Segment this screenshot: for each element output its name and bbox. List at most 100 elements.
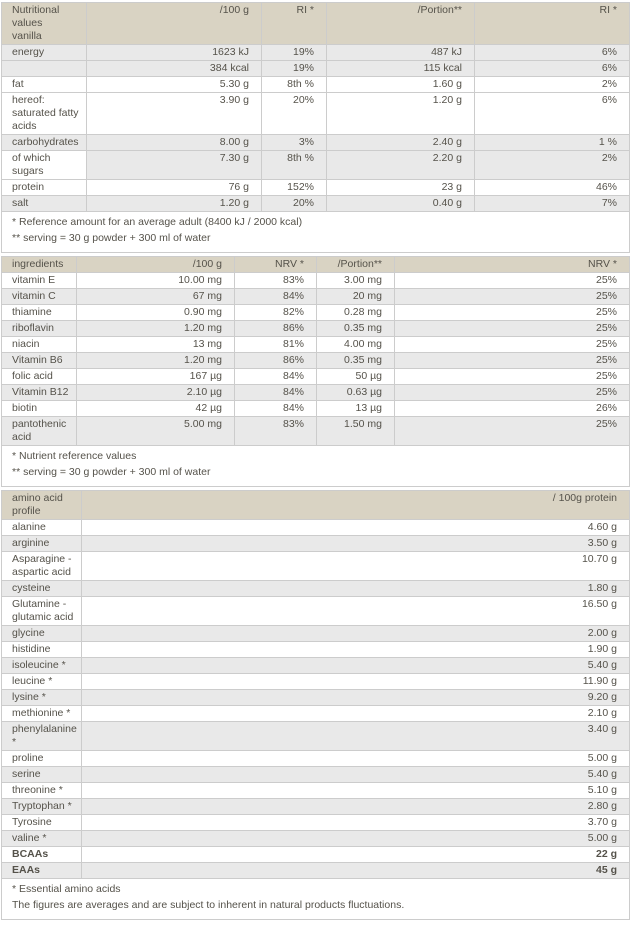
ingredients-table: ingredients/100 g NRV */Portion** NRV * vit…	[1, 256, 630, 487]
amino-acid-profile-table: amino acid profile/ 100g protein alanine 4…	[1, 490, 630, 920]
table-row: threonine * 5.10 g	[1, 782, 630, 799]
row-value: 1.60 g	[326, 76, 475, 93]
row-label: Tryptophan *	[1, 798, 82, 815]
table-row: pantothenic acid 5.00 mg 83% 1.50 mg 25%	[1, 416, 630, 446]
row-label: biotin	[1, 400, 77, 417]
row-value: 5.00 g	[81, 750, 630, 767]
table-title: amino acid profile	[1, 490, 82, 520]
row-value: 0.63 µg	[316, 384, 395, 401]
row-label: cysteine	[1, 580, 82, 597]
row-value: 2.80 g	[81, 798, 630, 815]
row-value: 0.90 mg	[76, 304, 235, 321]
row-value: 8.00 g	[86, 134, 262, 151]
column-header: /100 g	[86, 2, 262, 45]
table-row: isoleucine * 5.40 g	[1, 657, 630, 674]
row-value: 83%	[234, 272, 317, 289]
row-value: 4.00 mg	[316, 336, 395, 353]
row-value: 45 g	[81, 862, 630, 879]
row-value: 25%	[394, 288, 630, 305]
row-value: 0.35 mg	[316, 320, 395, 337]
row-value: 3.00 mg	[316, 272, 395, 289]
row-value: 0.40 g	[326, 195, 475, 212]
column-header: /Portion**	[316, 256, 395, 273]
table-title: Nutritional values vanilla	[1, 2, 87, 45]
row-value: 3.70 g	[81, 814, 630, 831]
row-label: glycine	[1, 625, 82, 642]
row-value: 25%	[394, 368, 630, 385]
row-value: 76 g	[86, 179, 262, 196]
row-value: 42 µg	[76, 400, 235, 417]
row-value: 9.20 g	[81, 689, 630, 706]
column-header: /Portion**	[326, 2, 475, 45]
row-label: fat	[1, 76, 87, 93]
footnote-line: * Nutrient reference values	[12, 450, 137, 462]
row-label: Tyrosine	[1, 814, 82, 831]
table-row: valine * 5.00 g	[1, 830, 630, 847]
row-value: 1623 kJ	[86, 44, 262, 61]
row-label: protein	[1, 179, 87, 196]
row-value: 25%	[394, 320, 630, 337]
table-row: cysteine 1.80 g	[1, 580, 630, 597]
table-row: Tyrosine 3.70 g	[1, 814, 630, 831]
row-value: 7.30 g	[86, 150, 262, 180]
row-label: BCAAs	[1, 846, 82, 863]
table-row: methionine * 2.10 g	[1, 705, 630, 722]
row-label: Vitamin B12	[1, 384, 77, 401]
table-row: phenylalanine * 3.40 g	[1, 721, 630, 751]
row-value: 20%	[261, 195, 327, 212]
row-value: 25%	[394, 336, 630, 353]
row-value: 7%	[474, 195, 630, 212]
row-value: 26%	[394, 400, 630, 417]
row-label: isoleucine *	[1, 657, 82, 674]
row-value: 86%	[234, 352, 317, 369]
table-row: BCAAs 22 g	[1, 846, 630, 863]
row-label: vitamin E	[1, 272, 77, 289]
table-row: Glutamine - glutamic acid 16.50 g	[1, 596, 630, 626]
table-title: ingredients	[1, 256, 77, 273]
table-row: protein 76 g 152% 23 g 46%	[1, 179, 630, 196]
row-value: 83%	[234, 416, 317, 446]
row-value: 10.70 g	[81, 551, 630, 581]
column-header: /100 g	[76, 256, 235, 273]
table-header-row: ingredients/100 g NRV */Portion** NRV *	[1, 256, 630, 273]
row-value: 2.10 g	[81, 705, 630, 722]
row-label: histidine	[1, 641, 82, 658]
footnotes: * Essential amino acids The figures are a…	[1, 878, 630, 920]
table-row: hereof: saturated fatty acids 3.90 g 20% 1.…	[1, 92, 630, 135]
row-value: 1.20 mg	[76, 352, 235, 369]
table-row: fat 5.30 g 8th % 1.60 g 2%	[1, 76, 630, 93]
row-value: 8th %	[261, 76, 327, 93]
row-label: thiamine	[1, 304, 77, 321]
row-value: 11.90 g	[81, 673, 630, 690]
footnote-line: The figures are averages and are subject…	[12, 899, 405, 911]
table-row: glycine 2.00 g	[1, 625, 630, 642]
row-value: 5.40 g	[81, 657, 630, 674]
column-header: / 100g protein	[81, 490, 630, 520]
row-value: 487 kJ	[326, 44, 475, 61]
table-row: biotin 42 µg 84% 13 µg 26%	[1, 400, 630, 417]
row-value: 19%	[261, 44, 327, 61]
column-header: NRV *	[394, 256, 630, 273]
row-label: methionine *	[1, 705, 82, 722]
row-value: 3.90 g	[86, 92, 262, 135]
table-row: riboflavin 1.20 mg 86% 0.35 mg 25%	[1, 320, 630, 337]
footnotes: * Nutrient reference values ** serving = …	[1, 445, 630, 487]
row-value: 4.60 g	[81, 519, 630, 536]
table-row: EAAs 45 g	[1, 862, 630, 879]
row-value: 2%	[474, 150, 630, 180]
row-value: 13 µg	[316, 400, 395, 417]
row-value: 13 mg	[76, 336, 235, 353]
row-value: 22 g	[81, 846, 630, 863]
row-label: pantothenic acid	[1, 416, 77, 446]
row-value: 6%	[474, 92, 630, 135]
row-value: 5.40 g	[81, 766, 630, 783]
row-value: 20 mg	[316, 288, 395, 305]
row-label: arginine	[1, 535, 82, 552]
row-value: 1.80 g	[81, 580, 630, 597]
row-value: 20%	[261, 92, 327, 135]
row-value: 3.50 g	[81, 535, 630, 552]
footnote-line: ** serving = 30 g powder + 300 ml of wat…	[12, 232, 211, 244]
row-label: Asparagine - aspartic acid	[1, 551, 82, 581]
row-value: 67 mg	[76, 288, 235, 305]
row-value: 23 g	[326, 179, 475, 196]
